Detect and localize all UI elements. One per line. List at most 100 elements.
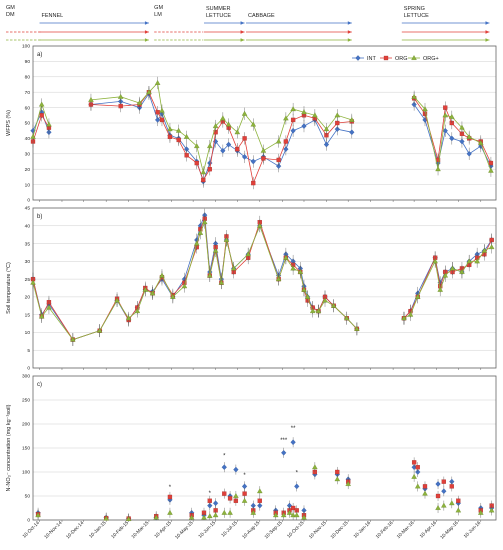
y-tick-label: 10 — [25, 330, 31, 336]
marker-org-plus — [414, 293, 421, 299]
y-tick-label: 15 — [25, 312, 31, 318]
marker-int — [435, 481, 441, 487]
y-tick-label: 30 — [25, 259, 31, 265]
marker-org-plus — [290, 106, 296, 112]
marker-org-plus — [272, 512, 279, 518]
marker-org-plus — [70, 336, 76, 342]
marker-org-plus — [167, 126, 173, 132]
panel-label: a) — [37, 52, 42, 58]
marker-org-plus — [233, 493, 239, 498]
marker-org-plus — [488, 507, 495, 513]
marker-org-plus — [201, 514, 207, 520]
x-tick-label: 10-Sep-15 — [264, 520, 284, 540]
marker-org-plus — [293, 512, 300, 518]
marker-org-plus — [435, 166, 441, 172]
marker-org-plus — [301, 109, 307, 115]
marker-org-plus — [136, 100, 143, 105]
crop-period-arrow — [347, 21, 352, 25]
crop-period-arrow — [144, 38, 149, 42]
marker-org-plus — [280, 512, 287, 518]
marker-org-plus — [315, 308, 322, 314]
marker-org-plus — [103, 515, 109, 521]
significance-annotation: * — [169, 485, 172, 491]
marker-org-plus — [212, 512, 219, 518]
crop-period-arrow — [485, 38, 490, 42]
y-tick-label: 150 — [22, 446, 30, 452]
x-tick-label: 10-Dec-15 — [330, 520, 350, 540]
marker-org-plus — [234, 129, 241, 135]
legend-label: ORG+ — [423, 56, 439, 62]
y-tick-label: 20 — [25, 295, 31, 301]
y-tick-label: 0 — [27, 366, 30, 372]
marker-int — [220, 147, 226, 154]
marker-org-plus — [481, 247, 488, 253]
series-org-plus — [30, 76, 494, 179]
significance-annotation: *** — [280, 438, 288, 444]
marker-org — [167, 134, 173, 140]
panel-label: b) — [37, 214, 42, 220]
marker-org-plus — [275, 138, 282, 144]
marker-org-plus — [188, 514, 195, 520]
marker-org-plus — [46, 121, 52, 127]
soil-temperature-panel: 0 5 10 15 20 25 30 35 40 45 b) Soil temperature (°C… — [6, 206, 497, 372]
marker-int — [290, 127, 296, 134]
y-axis-label: WFPS (%) — [6, 110, 12, 136]
marker-org-plus — [488, 244, 495, 250]
marker-org-plus — [170, 293, 176, 299]
marker-org-plus — [201, 219, 208, 225]
y-tick-label: 40 — [25, 223, 31, 229]
x-tick-label: 10-Jun-15 — [197, 520, 217, 540]
y-tick-label: 20 — [25, 167, 31, 173]
marker-org — [456, 498, 461, 503]
marker-int — [355, 55, 361, 61]
marker-org — [201, 177, 206, 183]
marker-org — [227, 496, 233, 501]
marker-int — [241, 154, 248, 160]
marker-org-plus — [30, 133, 36, 139]
x-tick-label: 10-Aug-15 — [241, 520, 261, 540]
marker-org-plus — [411, 93, 417, 99]
x-tick-label: 10-May-16 — [439, 520, 460, 541]
x-tick-label: 10-Feb-15 — [110, 520, 130, 540]
y-tick-label: 50 — [25, 121, 31, 127]
marker-org — [261, 156, 266, 161]
marker-org-plus — [257, 222, 263, 228]
marker-org-plus — [466, 258, 472, 264]
y-tick-label: 70 — [25, 90, 31, 96]
marker-org-plus — [142, 286, 149, 292]
marker-org-plus — [312, 464, 318, 470]
marker-org-plus — [466, 133, 472, 139]
marker-org — [415, 465, 420, 470]
significance-annotation: * — [243, 473, 246, 479]
marker-int — [323, 141, 330, 148]
marker-org-plus — [225, 121, 232, 127]
marker-org-plus — [322, 297, 328, 303]
marker-org-plus — [301, 514, 307, 520]
marker-org — [159, 117, 165, 123]
marker-org-plus — [114, 297, 120, 303]
marker-org-plus — [459, 124, 465, 130]
marker-org — [184, 153, 189, 158]
marker-org-plus — [125, 516, 132, 521]
green-manure-label: GM — [6, 5, 15, 11]
marker-org — [207, 498, 212, 503]
marker-org — [283, 139, 289, 144]
marker-org — [176, 137, 181, 143]
crop-period-arrow — [485, 21, 490, 25]
marker-org-plus — [459, 269, 465, 274]
marker-org-plus — [422, 106, 428, 112]
marker-int — [155, 117, 161, 123]
marker-int — [241, 483, 248, 490]
marker-org-plus — [474, 258, 480, 264]
marker-org-plus — [312, 112, 318, 118]
green-manure-label: LM — [154, 12, 162, 18]
marker-org-plus — [207, 513, 213, 519]
marker-org-plus — [212, 247, 219, 253]
marker-org — [257, 498, 262, 503]
marker-org-plus — [334, 476, 341, 482]
marker-org — [251, 180, 256, 186]
x-tick-label: 10-Feb-16 — [375, 520, 395, 540]
marker-org-plus — [241, 110, 248, 116]
significance-annotation: ** — [291, 426, 296, 432]
